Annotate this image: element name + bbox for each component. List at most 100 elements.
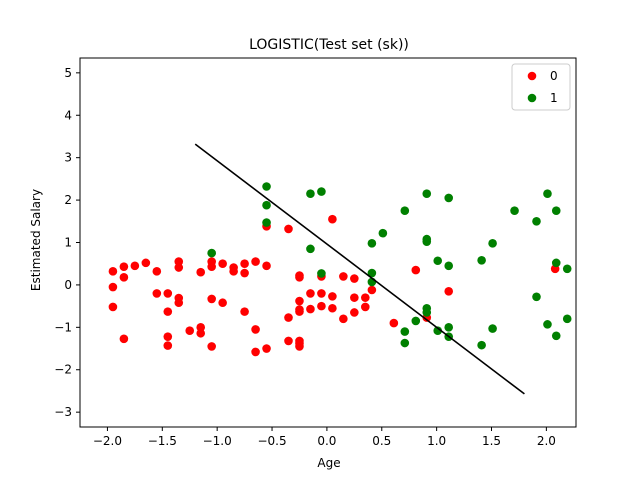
scatter-point-class-0 xyxy=(119,272,129,282)
scatter-point-class-0 xyxy=(218,298,227,308)
scatter-point-class-0 xyxy=(174,257,184,266)
scatter-point-class-1 xyxy=(444,261,454,271)
scatter-point-class-1 xyxy=(306,244,315,254)
scatter-point-class-0 xyxy=(251,325,260,334)
x-tick-label: −1.5 xyxy=(148,434,177,448)
scatter-point-class-0 xyxy=(163,332,173,341)
scatter-point-class-0 xyxy=(240,259,249,269)
scatter-point-class-1 xyxy=(422,237,432,246)
x-tick-label: 2.0 xyxy=(537,434,556,448)
scatter-point-class-1 xyxy=(444,193,454,203)
scatter-point-class-0 xyxy=(240,307,249,316)
x-tick-label: −2.0 xyxy=(93,434,122,448)
scatter-point-class-0 xyxy=(262,261,271,271)
scatter-point-class-0 xyxy=(119,334,129,344)
chart-title: LOGISTIC(Test set (sk)) xyxy=(249,37,409,53)
decision-boundary-line xyxy=(194,143,525,395)
scatter-point-class-0 xyxy=(284,224,293,234)
scatter-point-class-0 xyxy=(295,296,304,306)
scatter-point-class-1 xyxy=(411,316,421,326)
x-axis: −2.0 −1.5 −1.0 −0.5 0.0 0.5 1.0 1.5 2.0 xyxy=(93,427,556,448)
legend-label-class-1: 1 xyxy=(550,91,558,105)
scatter-point-class-1 xyxy=(378,228,388,238)
scatter-point-class-0 xyxy=(389,318,399,328)
scatter-point-class-0 xyxy=(207,342,216,351)
scatter-point-class-1 xyxy=(488,239,497,248)
legend-box xyxy=(511,63,571,111)
scatter-point-class-0 xyxy=(141,258,151,268)
scatter-point-class-1 xyxy=(510,206,519,215)
scatter-point-class-1 xyxy=(433,256,443,266)
scatter-point-class-0 xyxy=(174,263,184,272)
y-tick-label: 1 xyxy=(64,236,72,250)
scatter-point-class-0 xyxy=(119,262,129,271)
scatter-point-class-0 xyxy=(185,326,195,336)
scatter-point-class-1 xyxy=(262,200,271,210)
scatter-point-class-0 xyxy=(152,267,162,276)
x-tick-label: 0.5 xyxy=(372,434,391,448)
y-tick-label: −1 xyxy=(54,320,72,334)
y-tick-label: 2 xyxy=(64,193,72,207)
scatter-point-class-0 xyxy=(306,304,315,314)
scatter-point-class-1 xyxy=(444,323,454,332)
legend: 01 xyxy=(511,63,571,111)
scatter-point-class-1 xyxy=(400,338,410,348)
scatter-point-class-0 xyxy=(240,268,249,278)
scatter-point-class-1 xyxy=(551,258,561,268)
scatter-point-class-0 xyxy=(251,257,260,266)
scatter-point-class-1 xyxy=(543,189,552,199)
y-tick-label: 4 xyxy=(64,108,72,122)
y-tick-label: 3 xyxy=(64,151,72,165)
scatter-point-class-0 xyxy=(174,298,184,308)
scatter-point-class-0 xyxy=(163,341,173,350)
scatter-point-class-0 xyxy=(108,302,118,312)
scatter-point-class-0 xyxy=(295,272,304,282)
legend-marker-class-0 xyxy=(527,71,537,81)
scatter-point-class-0 xyxy=(350,293,359,302)
scatter-point-class-0 xyxy=(361,302,370,312)
scatter-point-class-1 xyxy=(422,308,432,317)
scatter-point-class-1 xyxy=(551,331,561,341)
scatter-point-class-1 xyxy=(400,327,410,336)
scatter-point-class-1 xyxy=(367,239,377,248)
scatter-point-class-1 xyxy=(317,269,326,278)
scatter-point-class-0 xyxy=(218,259,227,269)
scatter-point-class-1 xyxy=(422,189,432,199)
x-tick-label: −1.0 xyxy=(203,434,232,448)
scatter-point-class-0 xyxy=(130,261,140,271)
scatter-point-class-1 xyxy=(433,326,443,336)
scatter-point-class-0 xyxy=(295,342,304,351)
scatter-point-class-0 xyxy=(339,314,348,324)
scatter-point-class-1 xyxy=(367,268,377,278)
scatter-point-class-0 xyxy=(108,282,118,292)
scatter-point-class-0 xyxy=(108,267,118,276)
scatter-point-class-0 xyxy=(317,289,326,298)
scatter-point-class-1 xyxy=(262,182,271,191)
scatter-point-class-1 xyxy=(532,216,541,226)
scatter-point-class-0 xyxy=(284,313,293,322)
scatter-point-class-1 xyxy=(306,189,315,199)
scatter-point-class-0 xyxy=(207,262,216,271)
x-tick-label: 1.5 xyxy=(482,434,501,448)
scatter-point-class-1 xyxy=(477,256,486,265)
scatter-point-class-0 xyxy=(152,289,162,298)
scatter-point-class-0 xyxy=(284,336,293,346)
x-tick-label: 1.0 xyxy=(427,434,446,448)
scatter-point-class-0 xyxy=(251,347,260,357)
scatter-point-class-0 xyxy=(339,272,348,281)
scatter-point-class-1 xyxy=(317,187,326,196)
scatter-point-class-0 xyxy=(328,292,337,301)
x-axis-label: Age xyxy=(317,456,340,470)
scatter-point-class-1 xyxy=(562,264,572,274)
legend-label-class-0: 0 xyxy=(550,69,558,83)
scatter-point-class-0 xyxy=(361,293,370,302)
scatter-point-class-0 xyxy=(306,289,315,298)
scatter-point-class-1 xyxy=(207,248,216,258)
scatter-point-class-0 xyxy=(196,267,206,277)
scatter-point-class-1 xyxy=(532,292,541,302)
scatter-point-class-0 xyxy=(196,323,206,332)
scatter-point-class-1 xyxy=(562,314,572,324)
scatter-point-class-1 xyxy=(551,206,561,215)
y-axis-label: Estimated Salary xyxy=(29,189,43,291)
